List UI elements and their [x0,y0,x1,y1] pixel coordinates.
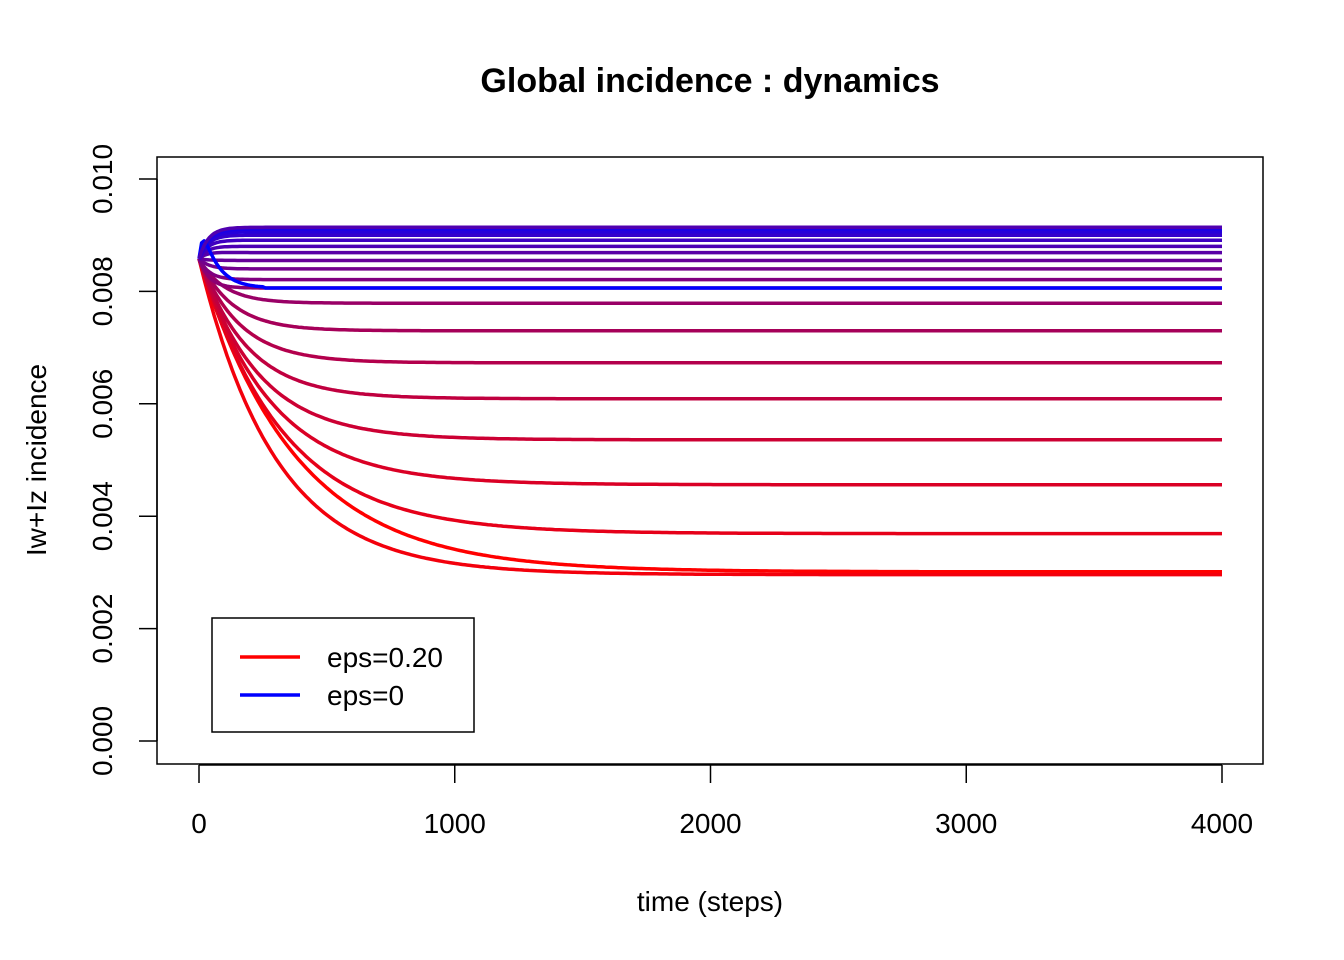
y-tick-label: 0.002 [87,594,118,664]
series-line-13 [198,257,1222,263]
legend: eps=0.20 eps=0 [211,617,475,733]
series-line-12 [197,257,1222,271]
series-layer [197,225,1222,577]
series-line-9 [197,257,1222,305]
x-axis: 0 1000 2000 3000 4000 [191,764,1253,839]
series-line-11 [197,257,1222,282]
series-line-20 [197,239,1222,290]
series-line-21 [197,225,1222,260]
y-tick-label: 0.000 [87,706,118,776]
series-line-5 [197,258,1222,442]
x-tick-label: 4000 [1191,808,1253,839]
y-axis-label: Iw+Iz incidence [21,364,52,556]
series-line-14 [197,250,1222,261]
legend-label: eps=0.20 [327,642,443,673]
x-tick-label: 2000 [679,808,741,839]
series-line-8 [197,258,1222,333]
y-tick-label: 0.004 [87,481,118,551]
x-tick-label: 3000 [935,808,997,839]
series-line-2 [197,258,1222,577]
y-tick-label: 0.010 [87,144,118,214]
series-line-18 [197,230,1222,260]
y-tick-label: 0.006 [87,369,118,439]
x-tick-label: 1000 [424,808,486,839]
series-line-6 [197,258,1222,401]
x-axis-label: time (steps) [637,886,783,917]
legend-box [211,617,475,733]
series-line-17 [197,233,1222,260]
y-axis: 0.000 0.002 0.004 0.006 0.008 0.010 [87,144,158,776]
x-tick-label: 0 [191,808,207,839]
series-line-7 [197,258,1222,365]
series-line-15 [197,244,1222,260]
chart-title: Global incidence : dynamics [480,62,939,100]
series-line-4 [197,258,1222,487]
series-line-3 [197,258,1222,536]
series-line-1 [197,258,1222,574]
y-tick-label: 0.008 [87,256,118,326]
series-line-16 [197,238,1222,260]
legend-label: eps=0 [327,680,404,711]
